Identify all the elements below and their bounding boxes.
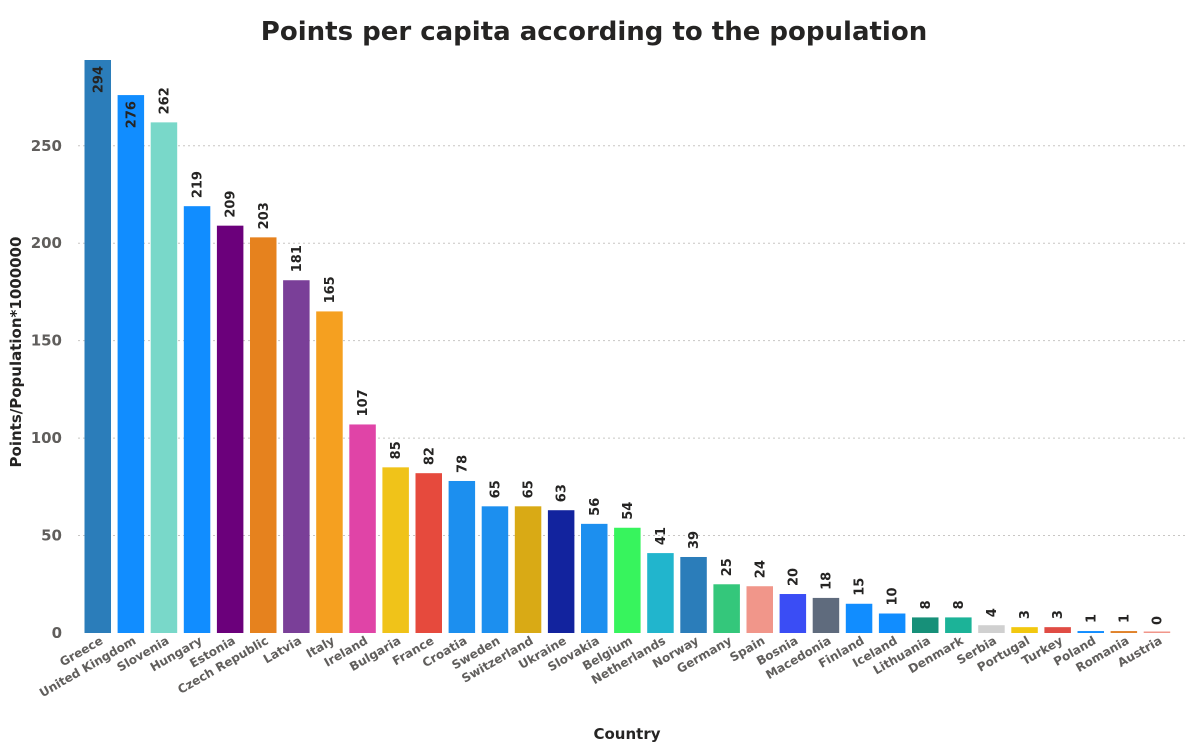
data-label: 10: [886, 587, 901, 605]
bar: [878, 613, 906, 633]
data-label: 15: [853, 578, 868, 596]
bar: [1011, 627, 1038, 633]
bar: [415, 473, 442, 633]
bar: [680, 556, 707, 633]
data-label: 18: [819, 572, 834, 590]
data-label: 3: [1051, 610, 1066, 619]
y-tick-label: 250: [31, 137, 62, 155]
bar: [812, 597, 840, 633]
data-label: 65: [488, 480, 503, 498]
bar: [150, 122, 178, 634]
data-label: 181: [290, 245, 305, 272]
x-tick-label: Latvia: [261, 633, 304, 666]
data-label: 54: [621, 502, 636, 520]
data-label: 82: [422, 447, 437, 465]
bar: [117, 95, 145, 633]
data-label: 107: [356, 389, 371, 416]
bar: [216, 225, 244, 633]
bar: [779, 594, 807, 633]
data-label: 165: [323, 276, 338, 303]
bar: [514, 506, 542, 633]
bar: [1143, 631, 1171, 633]
bar: [1110, 631, 1138, 633]
data-label: 4: [985, 608, 1000, 617]
data-label: 219: [191, 171, 206, 198]
bar: [283, 280, 310, 633]
bar: [1077, 631, 1104, 633]
data-label: 20: [786, 568, 801, 586]
data-label: 8: [952, 600, 967, 609]
bar: [547, 510, 575, 633]
bar: [1044, 627, 1071, 633]
bar: [84, 60, 111, 633]
bar: [250, 237, 277, 633]
bar: [945, 617, 972, 633]
data-label: 41: [654, 527, 669, 545]
bar: [912, 617, 939, 633]
y-tick-label: 150: [31, 332, 62, 350]
y-tick-label: 200: [31, 234, 62, 252]
data-label: 85: [389, 441, 404, 459]
data-label: 294: [91, 66, 106, 93]
bar: [581, 523, 608, 633]
data-label: 1: [1117, 614, 1132, 623]
y-tick-label: 50: [41, 527, 62, 545]
x-axis-label: Country: [593, 725, 660, 743]
bar: [481, 506, 509, 633]
data-label: 56: [588, 498, 603, 516]
data-label: 24: [753, 560, 768, 578]
y-tick-label: 0: [52, 624, 62, 642]
bar: [349, 424, 376, 633]
data-label: 8: [919, 600, 934, 609]
y-axis-label: Points/Population*1000000: [7, 237, 25, 468]
data-label: 0: [1150, 616, 1165, 625]
data-label: 3: [1018, 610, 1033, 619]
data-label: 276: [124, 101, 139, 128]
bar: [183, 206, 211, 633]
bar: [845, 603, 873, 633]
y-tick-label: 100: [31, 429, 62, 447]
data-label: 65: [522, 480, 537, 498]
data-label: 203: [257, 202, 272, 229]
data-label: 78: [455, 455, 470, 473]
bar: [382, 467, 409, 633]
bar: [746, 586, 773, 633]
y-axis-ticks: 0 50 100 150 200 250: [31, 137, 62, 642]
bar: [316, 311, 343, 633]
data-label: 63: [555, 484, 570, 502]
bar: [614, 527, 641, 633]
data-label: 1: [1084, 614, 1099, 623]
bar: [448, 480, 476, 633]
data-label: 262: [157, 87, 172, 114]
bar: [978, 625, 1005, 633]
data-label: 209: [224, 191, 239, 218]
gridlines: [78, 145, 1185, 537]
bars: [84, 60, 1171, 634]
data-label: 39: [687, 531, 702, 549]
chart-title: Points per capita according to the popul…: [261, 17, 927, 47]
data-label: 25: [720, 558, 735, 576]
bar: [713, 584, 740, 633]
bar: [647, 553, 674, 633]
